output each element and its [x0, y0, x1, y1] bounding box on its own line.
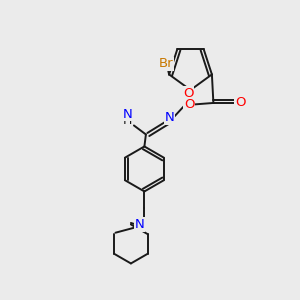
Text: O: O [183, 87, 194, 100]
Text: O: O [235, 97, 246, 110]
Text: H: H [123, 115, 132, 128]
Text: N: N [165, 112, 175, 124]
Text: Br: Br [159, 58, 173, 70]
Text: N: N [122, 108, 132, 121]
Text: O: O [184, 98, 195, 111]
Text: N: N [135, 218, 145, 231]
